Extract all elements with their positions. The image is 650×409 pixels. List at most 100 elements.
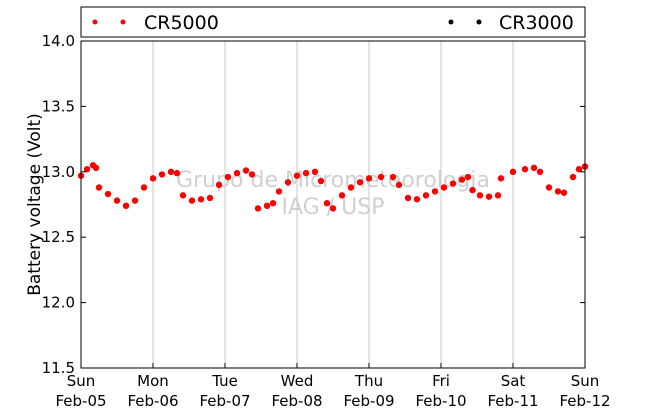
watermark: Grupo de Micrometeorologia IAG / USP <box>176 168 490 220</box>
data-point <box>233 169 241 177</box>
x-tick-label-day: Wed <box>281 372 314 390</box>
data-point <box>95 184 103 191</box>
x-tick-label-day: Sun <box>67 372 96 390</box>
data-point <box>248 171 256 178</box>
data-point <box>422 192 430 199</box>
legend: CR5000 CR3000 <box>80 6 586 38</box>
y-tick-label: 14.0 <box>42 32 75 50</box>
data-point <box>458 176 466 183</box>
x-tick-label-day: Tue <box>211 372 238 390</box>
data-point <box>497 175 505 182</box>
x-tick-label-day: Fri <box>432 372 450 390</box>
data-point <box>413 196 421 203</box>
data-point <box>323 199 331 207</box>
x-tick-label-date: Feb-09 <box>343 392 394 409</box>
data-point <box>545 184 553 191</box>
data-point <box>377 173 385 181</box>
data-point <box>206 194 214 202</box>
data-point <box>317 177 325 185</box>
data-point <box>569 173 577 181</box>
data-point <box>554 188 562 195</box>
data-point <box>311 168 319 175</box>
data-point <box>167 168 175 175</box>
legend-label: CR5000 <box>144 12 219 34</box>
y-axis-label: Battery voltage (Volt) <box>25 113 45 296</box>
x-tick-label-date: Feb-06 <box>127 392 178 409</box>
data-point <box>431 188 439 195</box>
y-tick-label: 11.5 <box>42 359 75 377</box>
data-point <box>92 164 100 172</box>
data-point <box>575 165 583 173</box>
data-point <box>485 193 493 200</box>
data-point <box>173 169 181 177</box>
data-point <box>122 202 130 210</box>
data-point <box>131 197 139 204</box>
x-tick-label-day: Sun <box>571 372 600 390</box>
legend-label: CR3000 <box>499 12 574 34</box>
data-point <box>197 196 205 203</box>
data-point <box>440 184 448 191</box>
x-tick-label-date: Feb-10 <box>415 392 466 409</box>
data-point <box>179 192 187 199</box>
x-tick-label-day: Thu <box>354 372 383 390</box>
legend-marker <box>448 19 454 25</box>
x-tick-label-date: Feb-12 <box>559 392 610 409</box>
y-tick-label: 12.5 <box>42 228 75 246</box>
legend-marker <box>92 19 98 25</box>
data-point <box>536 168 544 175</box>
x-tick-label-date: Feb-07 <box>199 392 250 409</box>
data-point <box>284 179 292 186</box>
data-point <box>149 175 157 182</box>
data-point <box>275 188 283 195</box>
x-tick-label-date: Feb-05 <box>55 392 106 409</box>
data-point <box>242 167 250 174</box>
data-point <box>389 173 397 181</box>
data-point <box>365 175 373 182</box>
y-tick-label: 12.0 <box>42 294 75 312</box>
data-point <box>464 173 472 181</box>
data-point <box>509 168 517 175</box>
data-point <box>113 197 121 204</box>
data-point <box>329 205 337 212</box>
data-point <box>560 189 568 196</box>
y-axis: 11.5 12.0 12.5 13.0 13.5 14.0 <box>42 32 585 377</box>
legend-marker <box>476 19 482 25</box>
data-point <box>338 192 346 199</box>
x-tick-label-date: Feb-11 <box>487 392 538 409</box>
data-point <box>530 164 538 172</box>
data-point <box>521 165 529 173</box>
data-point <box>215 181 223 189</box>
y-tick-label: 13.0 <box>42 163 75 181</box>
series-cr5000 <box>77 162 589 212</box>
x-tick-label-day: Sat <box>501 372 526 390</box>
legend-marker <box>120 19 126 25</box>
data-point <box>469 186 476 194</box>
plot-frame <box>80 40 586 369</box>
y-tick-label: 13.5 <box>42 97 75 115</box>
data-point <box>254 205 262 212</box>
vertical-gridlines <box>152 41 514 368</box>
data-point <box>224 173 232 181</box>
data-point <box>404 194 412 202</box>
data-point <box>347 184 355 191</box>
data-point <box>158 171 166 178</box>
data-point <box>494 192 502 199</box>
data-point <box>395 181 403 189</box>
data-point <box>104 190 112 198</box>
data-point <box>449 180 457 187</box>
legend-box <box>80 6 586 38</box>
data-point <box>476 192 484 199</box>
data-point <box>263 202 271 210</box>
x-tick-label-day: Mon <box>137 372 169 390</box>
data-point <box>356 179 364 186</box>
data-point <box>188 197 196 204</box>
x-axis: Sun Feb-05 Mon Feb-06 Tue Feb-07 Wed Feb-08 Thu F… <box>55 363 611 409</box>
data-point <box>293 172 301 179</box>
data-point <box>83 165 91 173</box>
data-point <box>302 169 310 177</box>
x-tick-label-date: Feb-08 <box>271 392 322 409</box>
watermark-line-1: Grupo de Micrometeorologia <box>176 168 490 193</box>
data-point <box>269 199 277 207</box>
data-point <box>140 184 148 191</box>
